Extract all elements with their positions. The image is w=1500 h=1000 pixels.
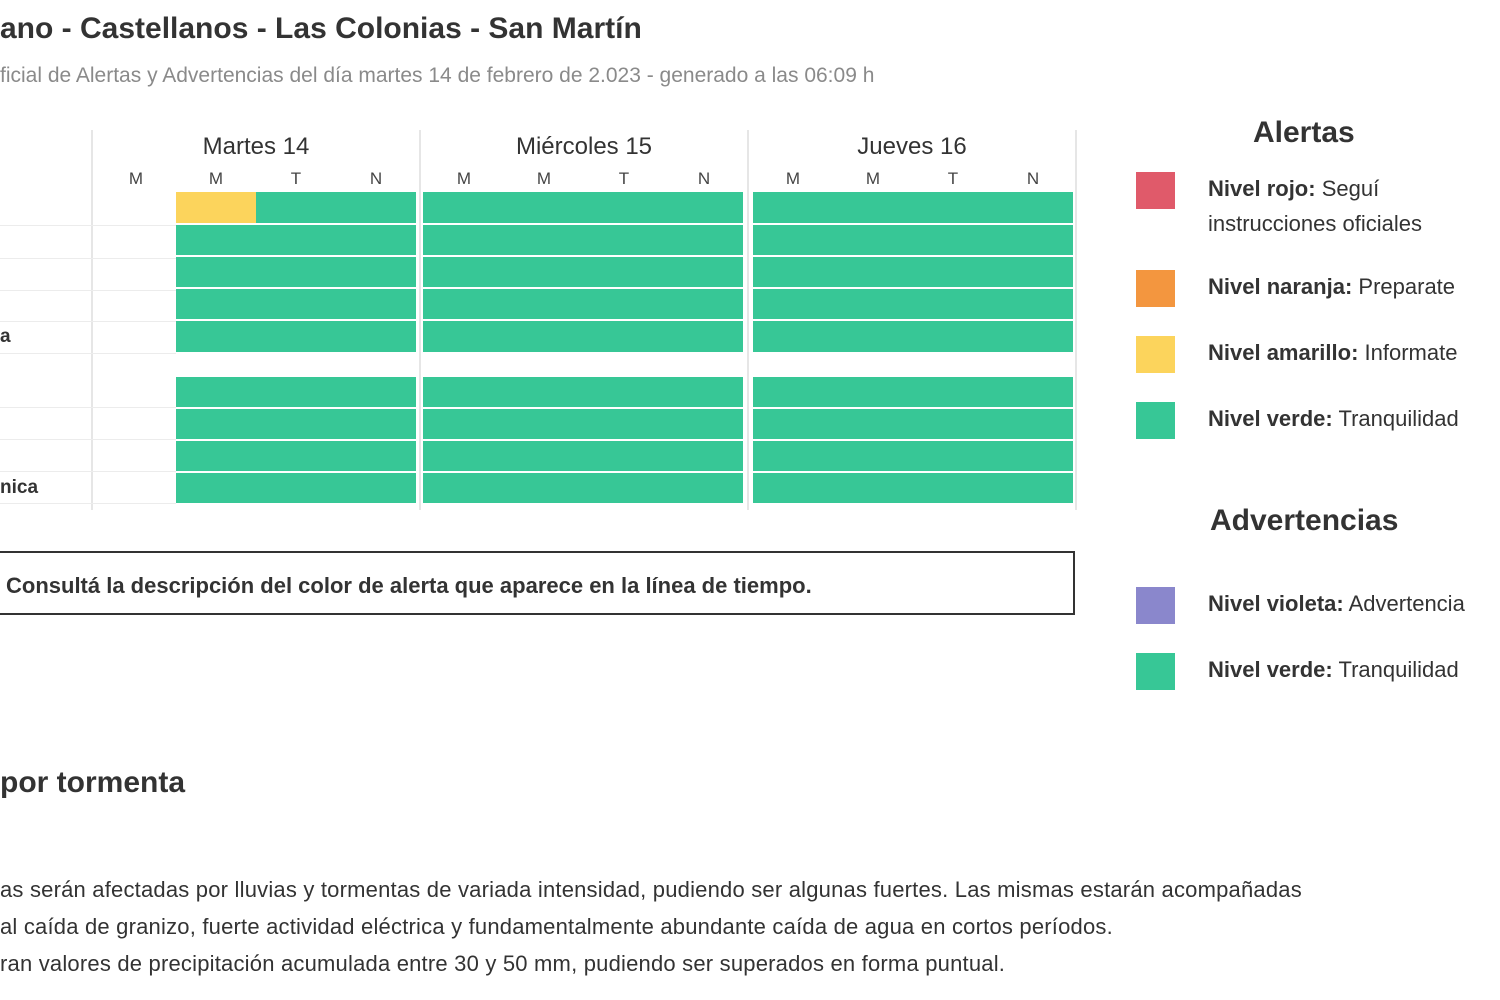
legend-item-orange: Nivel naranja: Preparate <box>1208 269 1455 305</box>
alert-cell-green <box>423 321 743 352</box>
legend-level-desc: Seguí <box>1321 176 1380 201</box>
green-swatch <box>1136 653 1175 690</box>
row-divider <box>0 407 176 408</box>
legend-level-desc: Preparate <box>1358 274 1456 299</box>
row-label: nica <box>0 477 39 498</box>
period-label: N <box>369 169 383 188</box>
legend-item-red: Nivel rojo: Seguí <box>1208 171 1379 207</box>
alert-cell-green <box>423 377 743 407</box>
row-divider <box>0 258 176 259</box>
row-divider <box>0 439 176 440</box>
storm-text-line: as serán afectadas por lluvias y torment… <box>0 877 1302 902</box>
period-label: M <box>128 169 144 188</box>
period-label: M <box>456 169 472 188</box>
alert-cell-green <box>753 289 1073 319</box>
yellow-swatch <box>1136 336 1175 373</box>
legend-item-violet: Nivel violeta: Advertencia <box>1208 586 1465 622</box>
alert-cell-green <box>256 192 416 223</box>
notice-text: Consultá la descripción del color de ale… <box>6 573 812 598</box>
column-divider <box>747 130 749 510</box>
row-divider <box>0 290 176 291</box>
column-divider <box>419 130 421 510</box>
period-label: M <box>785 169 801 188</box>
storm-text-line: ran valores de precipitación acumulada e… <box>0 951 1006 976</box>
alert-cell-green <box>176 289 416 319</box>
alert-cell-green <box>423 473 743 503</box>
period-label: M <box>865 169 881 188</box>
legend-item-green: Nivel verde: Tranquilidad <box>1208 652 1459 688</box>
legend-level-desc: instrucciones oficiales <box>1208 211 1422 236</box>
alert-cell-green <box>176 257 416 287</box>
alert-cell-green <box>753 192 1073 223</box>
alert-cell-green <box>423 225 743 255</box>
period-label: N <box>697 169 711 188</box>
legend-level-name: Nivel verde: <box>1208 657 1333 682</box>
red-swatch <box>1136 172 1175 209</box>
alert-cell-green <box>753 377 1073 407</box>
legend-item-yellow: Nivel amarillo: Informate <box>1208 335 1457 371</box>
notice-box: Consultá la descripción del color de ale… <box>0 551 1075 615</box>
period-label: M <box>536 169 552 188</box>
legend-level-name: Nivel amarillo: <box>1208 340 1359 365</box>
page-subtitle: ficial de Alertas y Advertencias del día… <box>0 64 875 87</box>
alert-cell-yellow <box>176 192 256 223</box>
row-divider <box>0 353 176 354</box>
day-label: Miércoles 15 <box>515 133 653 160</box>
page-title: ano - Castellanos - Las Colonias - San M… <box>0 12 642 45</box>
period-label: T <box>618 169 630 188</box>
storm-text-line: al caída de granizo, fuerte actividad el… <box>0 914 1113 939</box>
alert-cell-green <box>176 225 416 255</box>
legend-level-name: Nivel rojo: <box>1208 176 1316 201</box>
column-divider <box>1075 130 1077 510</box>
violet-swatch <box>1136 587 1175 624</box>
alert-cell-green <box>753 321 1073 352</box>
alert-cell-green <box>176 321 416 352</box>
alert-cell-green <box>176 441 416 471</box>
alert-cell-green <box>423 409 743 439</box>
legend-level-desc: Tranquilidad <box>1338 657 1459 682</box>
alert-cell-green <box>423 257 743 287</box>
alertas-title: Alertas <box>1253 116 1355 149</box>
row-divider <box>0 471 176 472</box>
period-label: N <box>1026 169 1040 188</box>
legend-level-name: Nivel naranja: <box>1208 274 1353 299</box>
legend-item-green: Nivel verde: Tranquilidad <box>1208 401 1459 437</box>
row-divider <box>0 503 176 504</box>
row-label: a <box>0 326 11 347</box>
alert-timeline: Martes 14 Miércoles 15 Jueves 16 M M T N… <box>0 125 1080 510</box>
legend-level-desc: Informate <box>1364 340 1458 365</box>
alert-cell-green <box>753 409 1073 439</box>
advertencias-title: Advertencias <box>1210 504 1399 537</box>
period-label: T <box>947 169 959 188</box>
alert-cell-green <box>176 377 416 407</box>
legend-level-desc: Advertencia <box>1348 591 1465 616</box>
alert-cell-green <box>753 257 1073 287</box>
legend-level-name: Nivel verde: <box>1208 406 1333 431</box>
period-label: T <box>290 169 302 188</box>
legend-level-name: Nivel violeta: <box>1208 591 1344 616</box>
alert-cell-green <box>753 473 1073 503</box>
storm-heading: por tormenta <box>0 766 186 799</box>
alert-cell-green <box>753 225 1073 255</box>
row-divider <box>0 321 176 322</box>
orange-swatch <box>1136 270 1175 307</box>
alert-cell-green <box>423 192 743 223</box>
alert-cell-green <box>176 473 416 503</box>
row-divider <box>0 225 176 226</box>
green-swatch <box>1136 402 1175 439</box>
day-label: Martes 14 <box>202 133 310 160</box>
alert-cell-green <box>423 289 743 319</box>
alert-cell-green <box>423 441 743 471</box>
column-divider <box>91 130 93 510</box>
legend-level-desc: Tranquilidad <box>1338 406 1459 431</box>
alert-cell-green <box>176 409 416 439</box>
day-label: Jueves 16 <box>857 133 967 160</box>
alert-cell-green <box>753 441 1073 471</box>
period-label: M <box>208 169 224 188</box>
